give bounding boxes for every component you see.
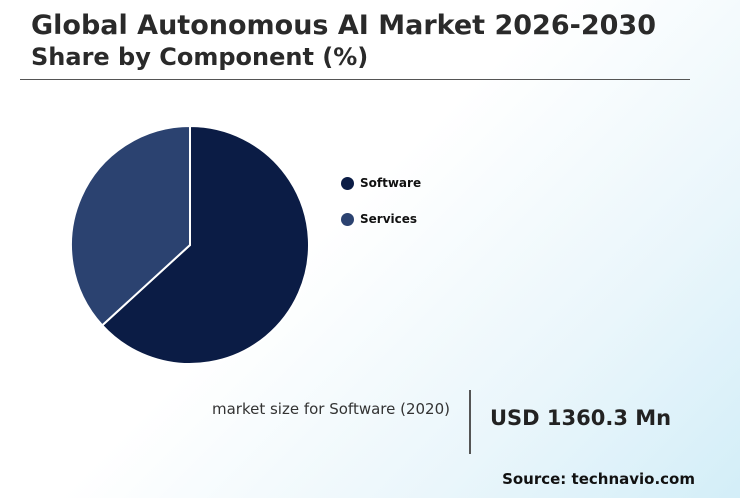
chart-subtitle: Share by Component (%) [31, 43, 369, 71]
chart-title: Global Autonomous AI Market 2026-2030 [31, 10, 656, 41]
legend-swatch-services [341, 212, 354, 226]
market-size-label: market size for Software (2020) [211, 400, 450, 418]
source-note: Source: technavio.com [502, 470, 695, 488]
legend-label-services: Services [360, 212, 418, 226]
legend-label-software: Software [360, 176, 422, 190]
legend-swatch-software [341, 176, 354, 190]
pie-chart [70, 124, 310, 365]
legend-item-software: Software [341, 175, 421, 191]
market-size-value: USD 1360.3 Mn [490, 406, 672, 430]
legend: Software Services [341, 175, 421, 247]
legend-item-services: Services [341, 211, 421, 227]
stat-divider [469, 390, 471, 454]
pie-slice-services [70, 124, 191, 327]
header-divider [20, 79, 690, 80]
pie-slice-software [100, 124, 310, 365]
